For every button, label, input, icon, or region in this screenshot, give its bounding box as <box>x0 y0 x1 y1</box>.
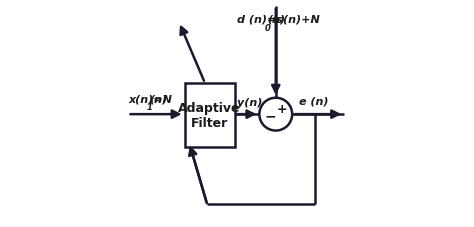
Text: 1: 1 <box>146 102 152 111</box>
Text: e (n): e (n) <box>299 96 328 106</box>
Circle shape <box>259 98 292 131</box>
Text: (n): (n) <box>149 94 167 104</box>
Text: Adaptive
Filter: Adaptive Filter <box>178 102 241 130</box>
Text: 0: 0 <box>265 24 271 33</box>
Text: y(n): y(n) <box>237 97 263 107</box>
Text: (n): (n) <box>267 14 285 24</box>
Text: +: + <box>276 102 287 116</box>
Text: −: − <box>264 109 276 123</box>
Text: d (n)=s(n)+N: d (n)=s(n)+N <box>237 14 320 24</box>
Bar <box>184 84 235 148</box>
Text: x(n)=N: x(n)=N <box>129 94 173 104</box>
